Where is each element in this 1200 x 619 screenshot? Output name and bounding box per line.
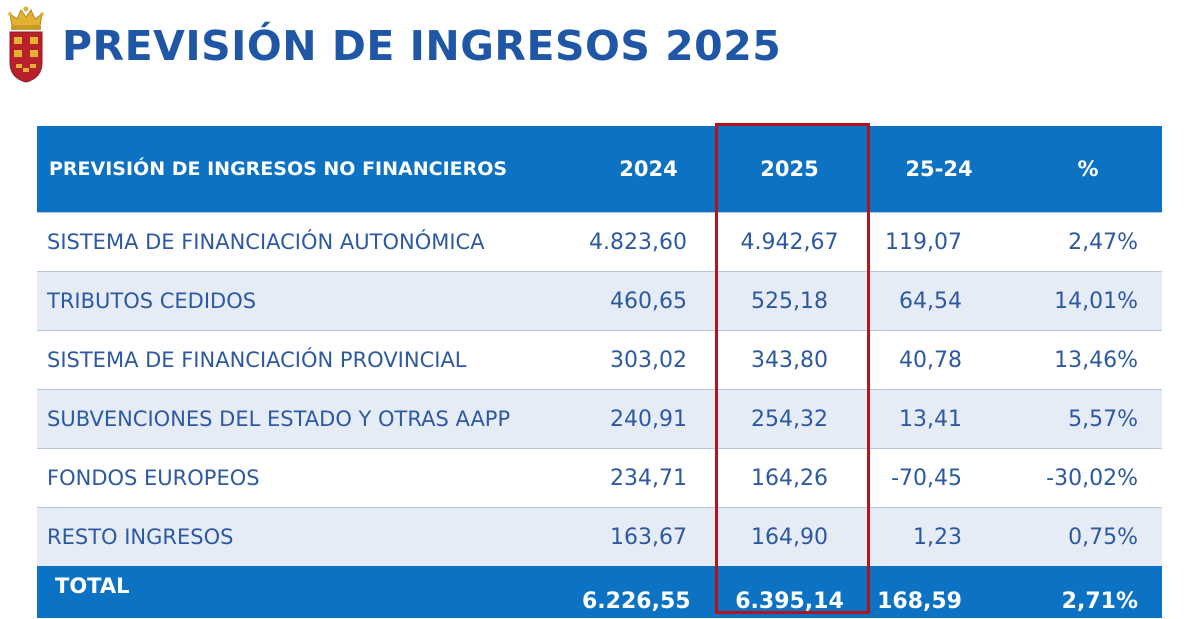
income-table: PREVISIÓN DE INGRESOS NO FINANCIEROS 202… <box>37 126 1162 618</box>
table-row: SUBVENCIONES DEL ESTADO Y OTRAS AAPP 240… <box>37 389 1162 449</box>
cell-difference: 1,23 <box>864 507 1014 566</box>
row-label: SISTEMA DE FINANCIACIÓN AUTONÓMICA <box>37 212 582 272</box>
cell-2025: 164,90 <box>715 507 864 566</box>
cell-difference: 13,41 <box>864 389 1014 449</box>
header-difference: 25-24 <box>864 126 1014 213</box>
header-percent: % <box>1014 126 1162 213</box>
row-label: SISTEMA DE FINANCIACIÓN PROVINCIAL <box>37 330 582 390</box>
cell-difference: -70,45 <box>864 448 1014 508</box>
table-header-row: PREVISIÓN DE INGRESOS NO FINANCIEROS 202… <box>37 126 1162 213</box>
header-2025: 2025 <box>715 126 864 213</box>
total-row: TOTAL 6.226,55 6.395,14 168,59 2,71% <box>37 566 1162 618</box>
cell-percent: 0,75% <box>1014 507 1162 566</box>
page-title: PREVISIÓN DE INGRESOS 2025 <box>62 22 782 70</box>
cell-2025: 254,32 <box>715 389 864 449</box>
cell-difference: 64,54 <box>864 271 1014 331</box>
row-label: TRIBUTOS CEDIDOS <box>37 271 582 331</box>
cell-2025: 164,26 <box>715 448 864 508</box>
cell-percent: 5,57% <box>1014 389 1162 449</box>
cell-2025: 525,18 <box>715 271 864 331</box>
row-label: RESTO INGRESOS <box>37 507 582 566</box>
cell-2024: 460,65 <box>582 271 715 331</box>
header-category: PREVISIÓN DE INGRESOS NO FINANCIEROS <box>37 126 582 213</box>
header-2024: 2024 <box>582 126 715 213</box>
cell-2024: 163,67 <box>582 507 715 566</box>
cell-percent: 14,01% <box>1014 271 1162 331</box>
table-row: TRIBUTOS CEDIDOS 460,65 525,18 64,54 14,… <box>37 271 1162 331</box>
row-label: SUBVENCIONES DEL ESTADO Y OTRAS AAPP <box>37 389 582 449</box>
total-2025: 6.395,14 <box>715 566 864 618</box>
cell-2024: 240,91 <box>582 389 715 449</box>
total-2024: 6.226,55 <box>582 566 715 618</box>
table-row: RESTO INGRESOS 163,67 164,90 1,23 0,75% <box>37 507 1162 566</box>
cell-2025: 4.942,67 <box>715 212 864 272</box>
cell-percent: 13,46% <box>1014 330 1162 390</box>
cell-2025: 343,80 <box>715 330 864 390</box>
cell-2024: 234,71 <box>582 448 715 508</box>
cell-difference: 40,78 <box>864 330 1014 390</box>
total-percent: 2,71% <box>1014 566 1162 618</box>
total-difference: 168,59 <box>864 566 1014 618</box>
cell-difference: 119,07 <box>864 212 1014 272</box>
cell-percent: 2,47% <box>1014 212 1162 272</box>
cell-percent: -30,02% <box>1014 448 1162 508</box>
row-label: FONDOS EUROPEOS <box>37 448 582 508</box>
total-label: TOTAL <box>37 566 582 618</box>
cell-2024: 4.823,60 <box>582 212 715 272</box>
cell-2024: 303,02 <box>582 330 715 390</box>
coat-of-arms-icon <box>8 6 44 83</box>
table-row: SISTEMA DE FINANCIACIÓN PROVINCIAL 303,0… <box>37 330 1162 390</box>
table-row: FONDOS EUROPEOS 234,71 164,26 -70,45 -30… <box>37 448 1162 508</box>
table-row: SISTEMA DE FINANCIACIÓN AUTONÓMICA 4.823… <box>37 212 1162 272</box>
